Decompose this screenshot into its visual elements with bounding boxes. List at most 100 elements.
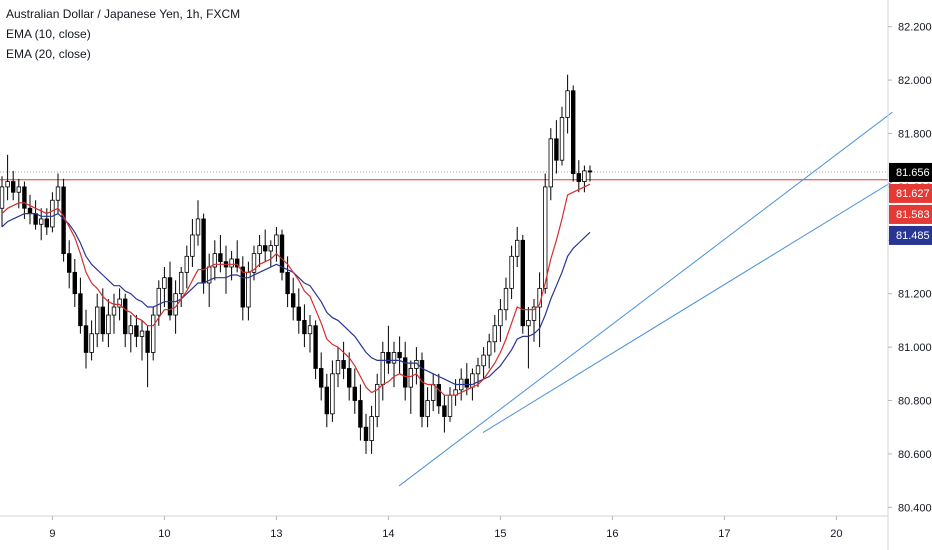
candle-body: [576, 173, 581, 182]
candle-body: [111, 306, 117, 316]
candle-body: [55, 186, 61, 201]
trendlines[interactable]: [398, 111, 893, 487]
time-tick-label: 20: [830, 528, 842, 540]
candle-body: [234, 258, 240, 268]
candle-body: [33, 213, 38, 225]
candle-body: [156, 287, 161, 316]
candle-body: [346, 368, 352, 388]
candle-body: [145, 330, 150, 353]
price-tick-label: 82.200: [898, 22, 932, 34]
candle-body: [486, 341, 492, 356]
candle-body: [475, 365, 481, 375]
ema10-legend[interactable]: EMA (10, close): [6, 27, 91, 41]
chart-legend: Australian Dollar / Japanese Yen, 1h, FX…: [6, 4, 240, 64]
candle-body: [67, 253, 72, 273]
price-badge: [889, 183, 932, 203]
time-tick-label: 16: [606, 528, 618, 540]
candle-body: [402, 357, 408, 388]
candle-body: [279, 234, 285, 273]
candle-body: [330, 373, 335, 415]
trendline: [482, 181, 893, 433]
candle-body: [442, 405, 447, 417]
time-tick-label: 10: [158, 528, 170, 540]
candle-body: [16, 186, 21, 193]
price-badge-label: 81.583: [896, 209, 930, 221]
candle-body: [178, 271, 184, 295]
candle-body: [128, 325, 133, 335]
candle-body: [408, 368, 413, 388]
price-tick-label: 82.000: [898, 75, 932, 87]
candle-body: [72, 271, 77, 295]
candle-body: [5, 181, 10, 188]
time-tick-label: 15: [494, 528, 506, 540]
candle-body: [167, 277, 173, 316]
candle-body: [50, 199, 55, 228]
time-tick-label: 17: [718, 528, 730, 540]
candle-body: [436, 384, 441, 407]
candle-body: [150, 314, 156, 353]
candle-body: [100, 306, 105, 335]
candle-body: [397, 352, 402, 359]
candle-body: [358, 400, 363, 428]
price-tick-label: 80.800: [898, 396, 932, 408]
candle-body: [106, 314, 111, 335]
candle-body: [318, 368, 324, 388]
candle-body: [565, 90, 570, 118]
candle-body: [44, 218, 49, 228]
candle-body: [285, 271, 290, 295]
price-badge: [889, 162, 932, 182]
candle-body: [190, 234, 195, 257]
candle-body: [134, 325, 139, 337]
price-badge-label: 81.656: [896, 167, 930, 179]
candle-body: [195, 218, 201, 236]
price-tick-label: 80.400: [898, 502, 932, 514]
candle-body: [430, 384, 436, 401]
symbol-title[interactable]: Australian Dollar / Japanese Yen, 1h, FX…: [6, 7, 241, 21]
ema-series: [1, 183, 591, 396]
candle-body: [201, 218, 206, 284]
candle-body: [240, 266, 245, 308]
price-badge: [889, 225, 932, 245]
candle-body: [22, 186, 27, 209]
candle-body: [503, 287, 509, 311]
candle-body: [83, 325, 89, 353]
candle-body: [352, 386, 357, 401]
candle-body: [369, 416, 374, 441]
candle-body: [374, 384, 380, 417]
candle-body: [559, 117, 565, 161]
candle-body: [386, 352, 391, 364]
candle-body: [307, 325, 313, 335]
price-tick-label: 81.800: [898, 129, 932, 141]
candle-body: [139, 330, 145, 337]
candle-body: [274, 234, 279, 247]
candle-body: [262, 245, 268, 252]
ema10-line: [1, 183, 591, 396]
time-tick-label: 9: [49, 528, 55, 540]
candle-body: [509, 255, 514, 289]
candle-body: [554, 138, 559, 161]
candle-body: [162, 277, 167, 289]
price-badge-label: 81.627: [896, 188, 930, 200]
candle-body: [520, 239, 525, 327]
price-tick-label: 80.600: [898, 449, 932, 461]
candle-body: [95, 306, 100, 335]
candle-body: [251, 253, 257, 273]
price-badge: [889, 204, 932, 224]
candle-body: [498, 309, 503, 327]
candle-body: [419, 360, 425, 417]
candle-body: [470, 373, 475, 388]
time-axis[interactable]: 9 10 13 14 15 16 17 20: [49, 516, 843, 540]
candle-body: [464, 378, 469, 388]
price-tick-label: 81.000: [898, 342, 932, 354]
candle-body: [335, 360, 341, 375]
candle-body: [341, 360, 346, 369]
candle-body: [257, 245, 262, 255]
candle-body: [123, 298, 128, 335]
ema20-line: [1, 212, 591, 386]
trendline: [398, 111, 893, 487]
candle-body: [229, 258, 234, 268]
ema20-legend[interactable]: EMA (20, close): [6, 47, 91, 61]
time-tick-label: 13: [270, 528, 282, 540]
